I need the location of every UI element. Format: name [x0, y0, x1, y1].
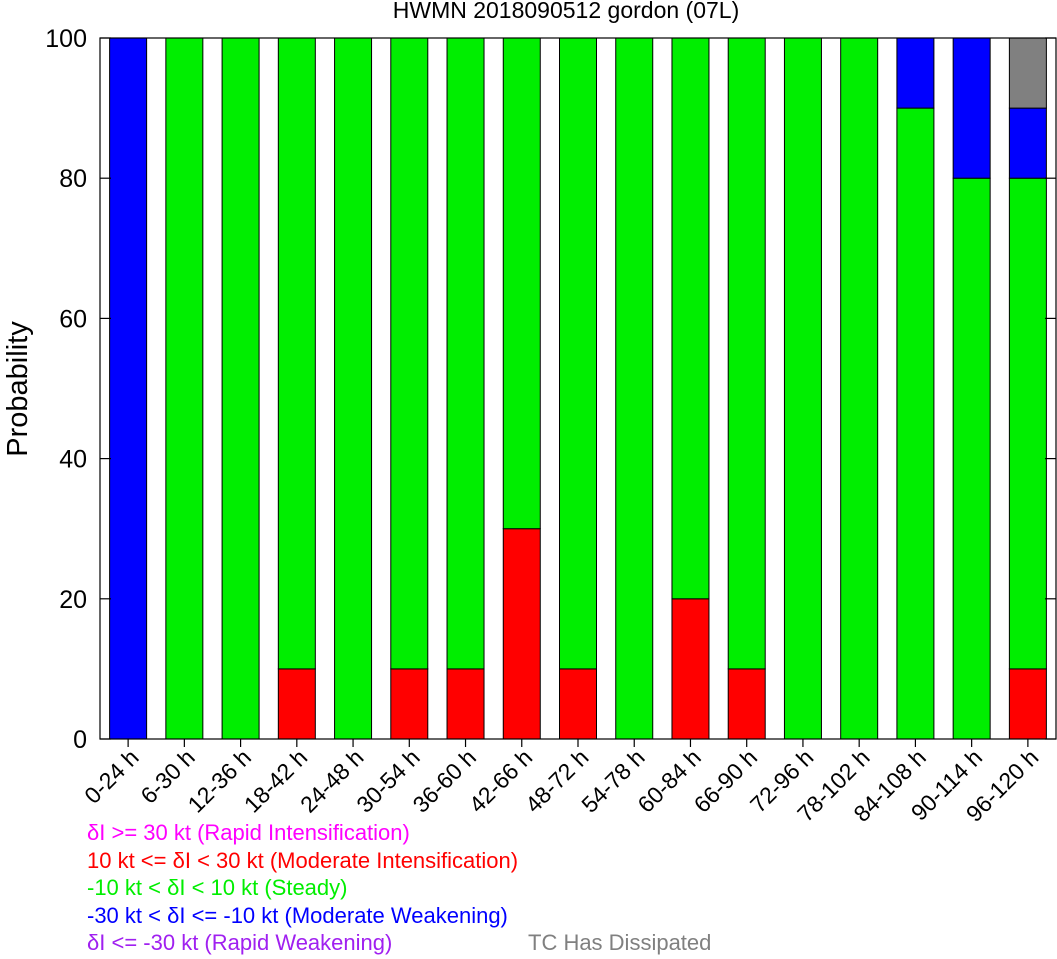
y-tick-label: 40 — [59, 446, 87, 474]
bar-segment-mi-8 — [559, 668, 597, 740]
bar-segment-steady-12 — [783, 37, 822, 740]
bar-segment-steady-11 — [727, 37, 766, 670]
bars-layer — [109, 37, 1047, 740]
legend-item-rapid-weakening: δI <= -30 kt (Rapid Weakening) — [87, 930, 393, 955]
bar-segment-mw-15 — [952, 37, 991, 179]
bar-segment-mi-3 — [277, 668, 316, 740]
bar-segment-steady-6 — [446, 37, 485, 670]
legend-item-moderate-weakening: -30 kt < δI <= -10 kt (Moderate Weakenin… — [87, 903, 508, 928]
bar-segment-steady-5 — [390, 37, 429, 670]
bar-segment-mw-16 — [1008, 107, 1047, 179]
bar-segment-steady-13 — [840, 37, 879, 740]
bar-segment-mi-16 — [1008, 668, 1047, 740]
bar-segment-steady-4 — [334, 37, 373, 740]
bar-segment-steady-10 — [671, 37, 710, 600]
x-tick-label: 0-24 h — [79, 744, 144, 809]
bar-segment-mi-5 — [390, 668, 429, 740]
legend-item-steady: -10 kt < δI < 10 kt (Steady) — [87, 875, 348, 900]
bar-segment-steady-3 — [277, 37, 316, 670]
y-tick-label: 100 — [45, 25, 87, 53]
bar-segment-mw-14 — [896, 37, 935, 109]
bar-segment-mi-10 — [671, 598, 710, 740]
bar-segment-mi-11 — [727, 668, 766, 740]
bar-segment-mw-0 — [109, 37, 148, 740]
legend-item-rapid-intensification: δI >= 30 kt (Rapid Intensification) — [87, 820, 410, 845]
bar-segment-dissipated-16 — [1008, 37, 1047, 109]
y-tick-label: 80 — [59, 165, 87, 193]
y-tick-label: 20 — [59, 586, 87, 614]
y-tick-label: 0 — [73, 726, 87, 754]
bar-segment-mi-7 — [502, 528, 541, 740]
y-axis-label: Probability — [2, 321, 34, 457]
bar-segment-steady-9 — [615, 37, 654, 740]
bar-segment-steady-16 — [1008, 177, 1047, 670]
bar-segment-steady-8 — [559, 37, 597, 670]
chart-title: HWMN 2018090512 gordon (07L) — [393, 0, 739, 23]
legend-item-dissipated: TC Has Dissipated — [528, 930, 712, 955]
y-tick-label: 60 — [59, 305, 87, 333]
bar-segment-steady-1 — [165, 37, 204, 740]
bar-segment-steady-2 — [221, 37, 260, 740]
bar-segment-steady-7 — [502, 37, 541, 530]
bar-segment-steady-15 — [952, 177, 991, 740]
bar-segment-steady-14 — [896, 107, 935, 740]
bar-segment-mi-6 — [446, 668, 485, 740]
legend-item-moderate-intensification: 10 kt <= δI < 30 kt (Moderate Intensific… — [87, 848, 519, 873]
